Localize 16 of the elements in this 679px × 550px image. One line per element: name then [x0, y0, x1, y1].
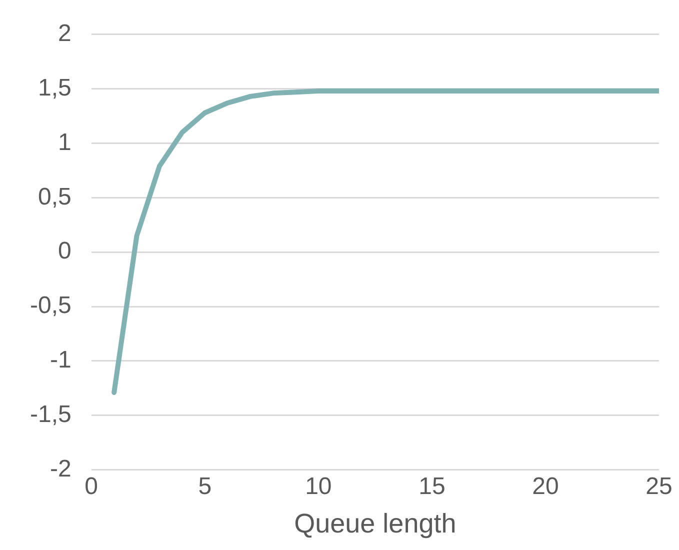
x-tick-label: 15	[418, 472, 446, 500]
x-tick-label: 0	[84, 472, 98, 500]
y-tick-label: 2	[58, 20, 72, 48]
x-tick-label: 25	[646, 472, 672, 500]
x-tick-label: 10	[305, 472, 332, 500]
y-tick-label: 0	[58, 238, 72, 265]
y-tick-label: 1	[58, 128, 72, 156]
y-tick-label: 1,5	[38, 74, 72, 102]
x-tick-label: 20	[532, 472, 559, 500]
y-tick-label: -1	[50, 346, 72, 374]
x-axis-title: Queue length	[294, 508, 456, 538]
y-tick-label: -1,5	[30, 401, 72, 428]
y-tick-label: 0,5	[38, 183, 72, 210]
x-tick-label: 5	[198, 472, 212, 500]
y-tick-label: -2	[50, 455, 72, 482]
y-tick-label: -0,5	[30, 292, 72, 320]
